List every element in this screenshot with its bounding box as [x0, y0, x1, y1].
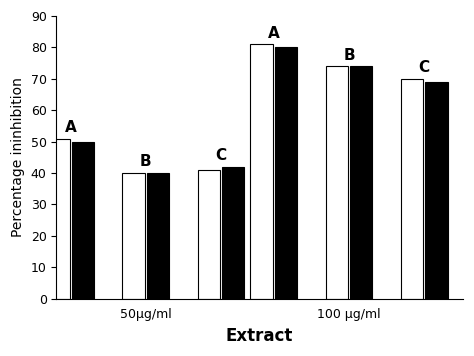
Text: B: B [140, 154, 152, 169]
Bar [198, 170, 220, 299]
Bar [222, 167, 245, 299]
Bar [326, 66, 348, 299]
Text: B: B [343, 48, 355, 63]
Text: C: C [419, 60, 430, 75]
Bar [275, 47, 297, 299]
Text: A: A [268, 26, 280, 41]
Bar [147, 173, 169, 299]
Y-axis label: Percentage ininhibition: Percentage ininhibition [11, 77, 25, 237]
Bar [250, 44, 273, 299]
Bar [350, 66, 373, 299]
Bar [47, 138, 70, 299]
Bar [401, 79, 423, 299]
Text: A: A [65, 120, 76, 135]
Bar [122, 173, 145, 299]
Bar [72, 142, 94, 299]
Text: C: C [216, 148, 227, 163]
Bar [425, 82, 447, 299]
X-axis label: Extract: Extract [226, 327, 293, 345]
